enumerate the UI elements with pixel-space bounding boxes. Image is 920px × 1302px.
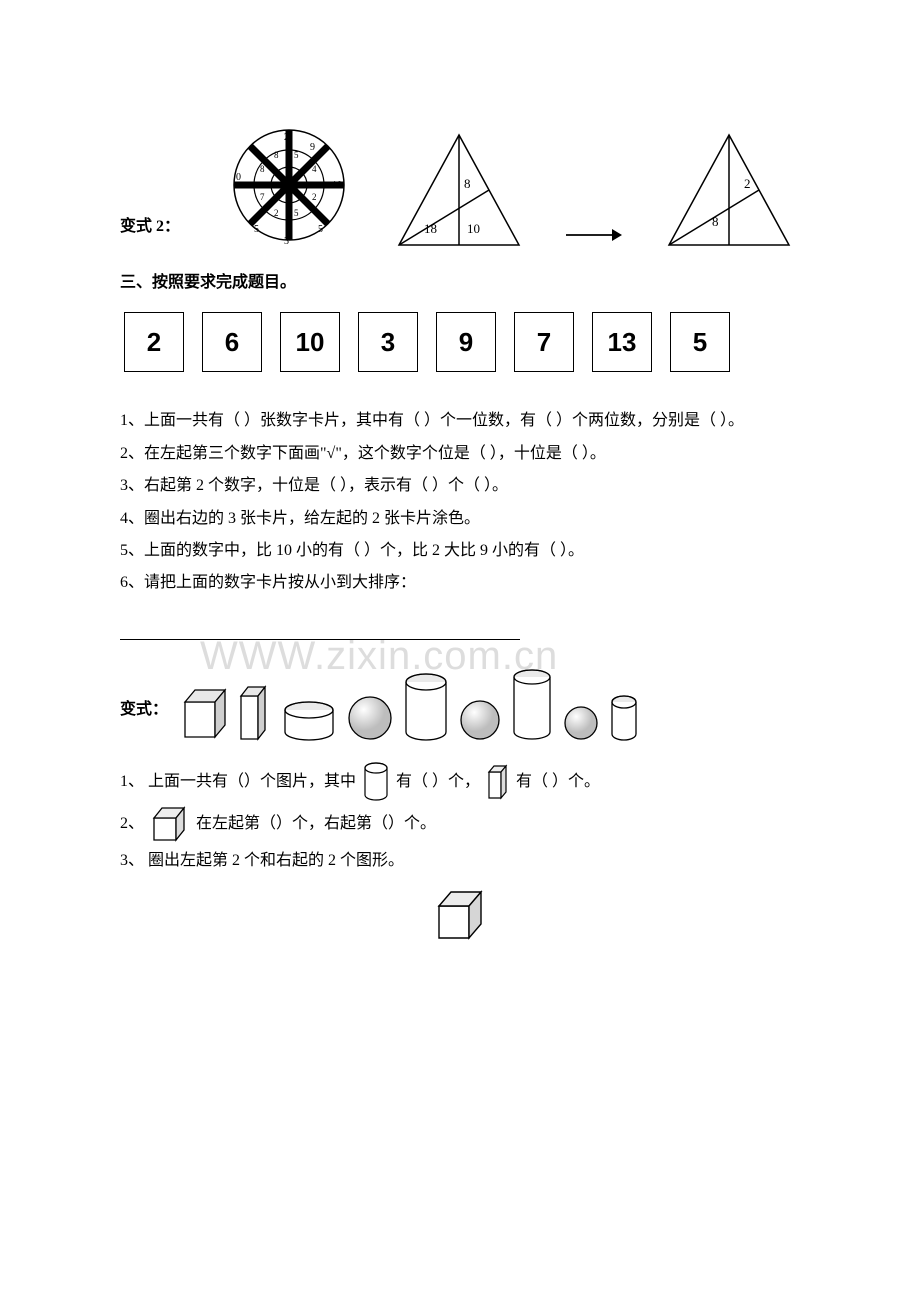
answer-blank-line bbox=[120, 621, 520, 640]
variant2-label: 变式 2： bbox=[120, 212, 180, 250]
s3-q3: 3、右起第 2 个数字，十位是（ ），表示有（ ）个（ ）。 bbox=[120, 471, 800, 501]
wheel-outer-2: 10 bbox=[332, 180, 342, 191]
wheel-outer-3: 5 bbox=[318, 224, 323, 235]
variant3-label: 变式： bbox=[120, 695, 168, 741]
s3-q2: 2、在左起第三个数字下面画"√"，这个数字个位是（ ），十位是（ ）。 bbox=[120, 439, 800, 469]
wheel-outer-1: 9 bbox=[310, 142, 315, 153]
tri-l-top: 8 bbox=[464, 176, 471, 191]
wheel-outer-4: 3 bbox=[284, 236, 289, 247]
v3-q1-b: 有（ ）个， bbox=[396, 767, 480, 797]
wheel-inner-5: 7 bbox=[260, 192, 265, 202]
v3-q1-a: 1、 上面一共有（）个图片，其中 bbox=[120, 767, 356, 797]
tri-l-right: 10 bbox=[467, 221, 480, 236]
s3-q4: 4、圈出右边的 3 张卡片，给左起的 2 张卡片涂色。 bbox=[120, 504, 800, 534]
figure-row-1: 变式 2： 2 9 10 5 3 bbox=[120, 120, 800, 250]
cube-icon bbox=[150, 804, 190, 844]
card-3: 3 bbox=[358, 312, 418, 372]
wheel-inner-1: 4 bbox=[312, 164, 317, 174]
v3-q2: 2、 在左起第（）个，右起第（）个。 bbox=[120, 804, 800, 844]
card-5: 7 bbox=[514, 312, 574, 372]
triangle-left: 8 18 10 bbox=[394, 130, 524, 250]
shape-sphere-1 bbox=[346, 694, 394, 742]
s3-q5: 5、上面的数字中，比 10 小的有（ ）个，比 2 大比 9 小的有（ ）。 bbox=[120, 536, 800, 566]
v3-q3: 3、 圈出左起第 2 个和右起的 2 个图形。 bbox=[120, 846, 800, 876]
tri-r-top: 2 bbox=[744, 176, 751, 191]
bottom-cube-icon bbox=[433, 888, 487, 942]
card-6: 13 bbox=[592, 312, 652, 372]
wheel-inner-4: 2 bbox=[274, 208, 279, 218]
v3-q1: 1、 上面一共有（）个图片，其中 有（ ）个， 有（ ）个。 bbox=[120, 762, 800, 802]
shape-cylinder-tall-1 bbox=[402, 672, 450, 742]
s3-q1: 1、上面一共有（ ）张数字卡片，其中有（ ）个一位数，有（ ）个两位数，分别是（… bbox=[120, 406, 800, 436]
shape-sphere-3 bbox=[562, 704, 600, 742]
cuboid-icon bbox=[486, 763, 510, 801]
card-7: 5 bbox=[670, 312, 730, 372]
wheel-inner-7: 8 bbox=[274, 150, 279, 160]
wheel-outer-5: 5 bbox=[254, 224, 259, 235]
s3-q6: 6、请把上面的数字卡片按从小到大排序： bbox=[120, 568, 800, 598]
section3-title: 三、按照要求完成题目。 bbox=[120, 268, 800, 298]
triangle-right: 2 8 bbox=[664, 130, 794, 250]
shape-cube-1 bbox=[180, 682, 230, 742]
tri-l-left: 18 bbox=[424, 221, 437, 236]
wheel-inner-3: 5 bbox=[294, 208, 299, 218]
shapes-row: 变式： bbox=[120, 668, 800, 742]
shape-sphere-2 bbox=[458, 698, 502, 742]
v3-q1-c: 有（ ）个。 bbox=[516, 767, 600, 797]
arrow-icon bbox=[564, 220, 624, 250]
card-2: 10 bbox=[280, 312, 340, 372]
card-4: 9 bbox=[436, 312, 496, 372]
wheel-inner-6: 8 bbox=[260, 164, 265, 174]
v3-q2-a: 2、 bbox=[120, 809, 144, 839]
cylinder-icon bbox=[362, 762, 390, 802]
wheel-outer-6: 0 bbox=[236, 172, 241, 183]
wheel-inner-2: 2 bbox=[312, 192, 317, 202]
wheel-inner-0: 5 bbox=[294, 150, 299, 160]
tri-r-left: 8 bbox=[712, 214, 719, 229]
card-1: 6 bbox=[202, 312, 262, 372]
v3-q2-b: 在左起第（）个，右起第（）个。 bbox=[196, 809, 436, 839]
shape-cuboid-tall bbox=[238, 684, 272, 742]
wheel-outer-0: 2 bbox=[284, 132, 289, 143]
card-0: 2 bbox=[124, 312, 184, 372]
number-cards-row: 2 6 10 3 9 7 13 5 bbox=[124, 312, 800, 372]
wheel-diagram: 2 9 10 5 3 5 0 5 4 2 5 2 7 8 8 bbox=[224, 120, 354, 250]
bottom-cube-container bbox=[120, 888, 800, 942]
shape-cylinder-small bbox=[608, 694, 640, 742]
shape-cylinder-short bbox=[280, 700, 338, 742]
shape-cylinder-tall-2 bbox=[510, 668, 554, 742]
